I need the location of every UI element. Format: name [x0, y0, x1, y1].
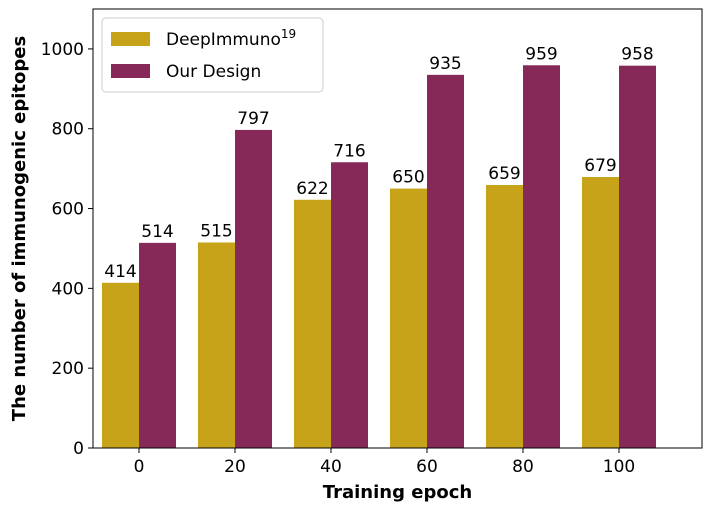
bar-our-design-40 [331, 162, 368, 448]
bar-our-design-60 [427, 74, 464, 448]
x-axis-title: Training epoch [323, 482, 472, 503]
bar-our-design-0 [139, 242, 176, 448]
legend-swatch-deepimmuno [111, 32, 150, 46]
x-tick-label-0: 0 [134, 457, 145, 477]
bar-our-design-20 [235, 129, 272, 448]
legend: DeepImmuno19 Our Design [101, 17, 324, 93]
x-tick-label-40: 40 [320, 457, 342, 477]
bar-deepimmuno-40 [294, 199, 331, 448]
bars-layer [102, 65, 656, 449]
y-axis-title: The number of immunogenic epitopes [9, 36, 30, 421]
data-label-deepimmuno-80: 659 [488, 164, 520, 184]
data-label-our-design-100: 958 [621, 45, 653, 65]
y-tick-label-200: 200 [52, 359, 84, 379]
bar-deepimmuno-80 [486, 184, 523, 448]
data-label-deepimmuno-20: 515 [200, 221, 232, 241]
bar-our-design-80 [523, 65, 560, 448]
data-label-our-design-20: 797 [237, 109, 269, 129]
y-tick-label-600: 600 [52, 200, 84, 220]
bar-deepimmuno-100 [582, 177, 619, 448]
legend-label-deepimmuno-superscript: 19 [281, 27, 296, 41]
bar-deepimmuno-60 [390, 188, 427, 448]
y-tick-label-400: 400 [52, 279, 84, 299]
data-label-our-design-40: 716 [333, 141, 365, 161]
data-label-our-design-0: 514 [141, 222, 173, 242]
data-label-deepimmuno-40: 622 [296, 179, 328, 199]
data-label-our-design-60: 935 [429, 54, 461, 74]
x-tick-label-60: 60 [416, 457, 438, 477]
y-axis: 0 200 400 600 800 1000 [41, 40, 93, 459]
bar-deepimmuno-0 [102, 282, 139, 448]
y-tick-label-0: 0 [73, 439, 84, 459]
bar-our-design-100 [619, 65, 656, 449]
x-tick-label-20: 20 [224, 457, 246, 477]
data-label-deepimmuno-60: 650 [392, 168, 424, 188]
legend-label-deepimmuno-name: DeepImmuno [166, 30, 281, 50]
legend-box [101, 17, 324, 93]
y-tick-label-1000: 1000 [41, 40, 84, 60]
legend-swatch-our-design [111, 64, 150, 78]
data-labels-layer: 414 515 622 650 659 679 514 797 716 935 959 958 [104, 44, 653, 282]
data-label-our-design-80: 959 [525, 44, 557, 64]
data-label-deepimmuno-100: 679 [584, 156, 616, 176]
y-tick-label-800: 800 [52, 120, 84, 140]
x-tick-label-80: 80 [512, 457, 534, 477]
legend-label-deepimmuno: DeepImmuno19 [166, 27, 296, 50]
legend-label-our-design: Our Design [166, 62, 261, 82]
x-tick-label-100: 100 [603, 457, 635, 477]
bar-deepimmuno-20 [198, 242, 235, 448]
x-axis: 0 20 40 60 80 100 [134, 448, 635, 477]
plot-frame [92, 8, 703, 449]
data-label-deepimmuno-0: 414 [104, 262, 136, 282]
